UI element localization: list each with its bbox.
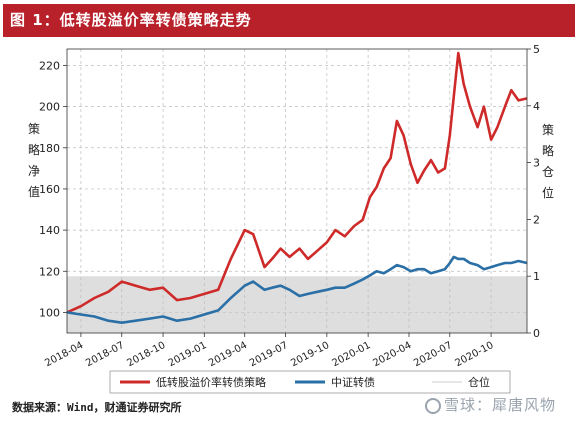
svg-text:策: 策 [542,123,554,137]
svg-text:值: 值 [28,184,40,199]
watermark-text: 雪球：犀唐风物 [444,396,557,414]
y-right-tick-label: 4 [533,100,540,113]
y-left-tick-label: 160 [39,183,60,196]
x-tick-label: 2018-10 [125,340,167,369]
y-left-tick-label: 180 [39,142,60,155]
y-right-tick-label: 0 [533,327,540,340]
source-note: 数据来源：Wind，财通证券研究所 [12,401,182,414]
y-left-tick-label: 120 [39,265,60,278]
plot-frame [66,48,528,334]
y-left-tick-label: 140 [39,224,60,237]
x-tick-label: 2020-10 [453,340,495,369]
svg-text:仓: 仓 [542,165,554,179]
x-tick-label: 2018-07 [84,340,126,369]
series-line [66,51,528,314]
x-tick-label: 2020-01 [330,340,372,369]
svg-text:策: 策 [28,122,40,136]
svg-text:略: 略 [28,142,40,157]
title-bar: 图 1：低转股溢价率转债策略走势 [3,4,575,37]
legend: 低转股溢价率转债策略 中证转债 仓位 [109,370,511,394]
legend-label: 低转股溢价率转债策略 [156,375,266,389]
y-right-tick-label: 1 [533,270,540,283]
x-tick-label: 2019-10 [289,340,331,369]
series-layer [66,51,528,325]
chart: 100 120 140 160 180 200 220 0 1 2 3 4 5 2018-042018-0… [28,43,554,394]
y-left-tick-label: 100 [39,306,60,319]
x-tick-label: 2020-04 [371,340,413,369]
svg-text:位: 位 [542,185,554,200]
legend-label: 仓位 [468,375,490,389]
y-right-tick-label: 2 [533,213,540,226]
y-right-tick-label: 3 [533,157,540,170]
svg-text:略: 略 [542,143,554,158]
y-left-tick-label: 200 [39,101,60,114]
legend-label: 中证转债 [331,375,375,389]
x-tick-label: 2020-07 [412,340,454,369]
watermark-logo-icon [425,397,441,414]
svg-text:净: 净 [28,164,40,178]
x-tick-label: 2018-04 [43,340,85,369]
chart-title: 图 1：低转股溢价率转债策略走势 [10,11,252,29]
x-tick-label: 2019-04 [207,340,249,369]
x-tick-label: 2019-01 [167,340,209,369]
y-right-tick-label: 5 [533,43,540,56]
x-tick-label: 2019-07 [248,340,290,369]
y-left-tick-label: 220 [39,59,60,72]
series-line [66,255,528,325]
watermark: 雪球：犀唐风物 [425,394,556,415]
